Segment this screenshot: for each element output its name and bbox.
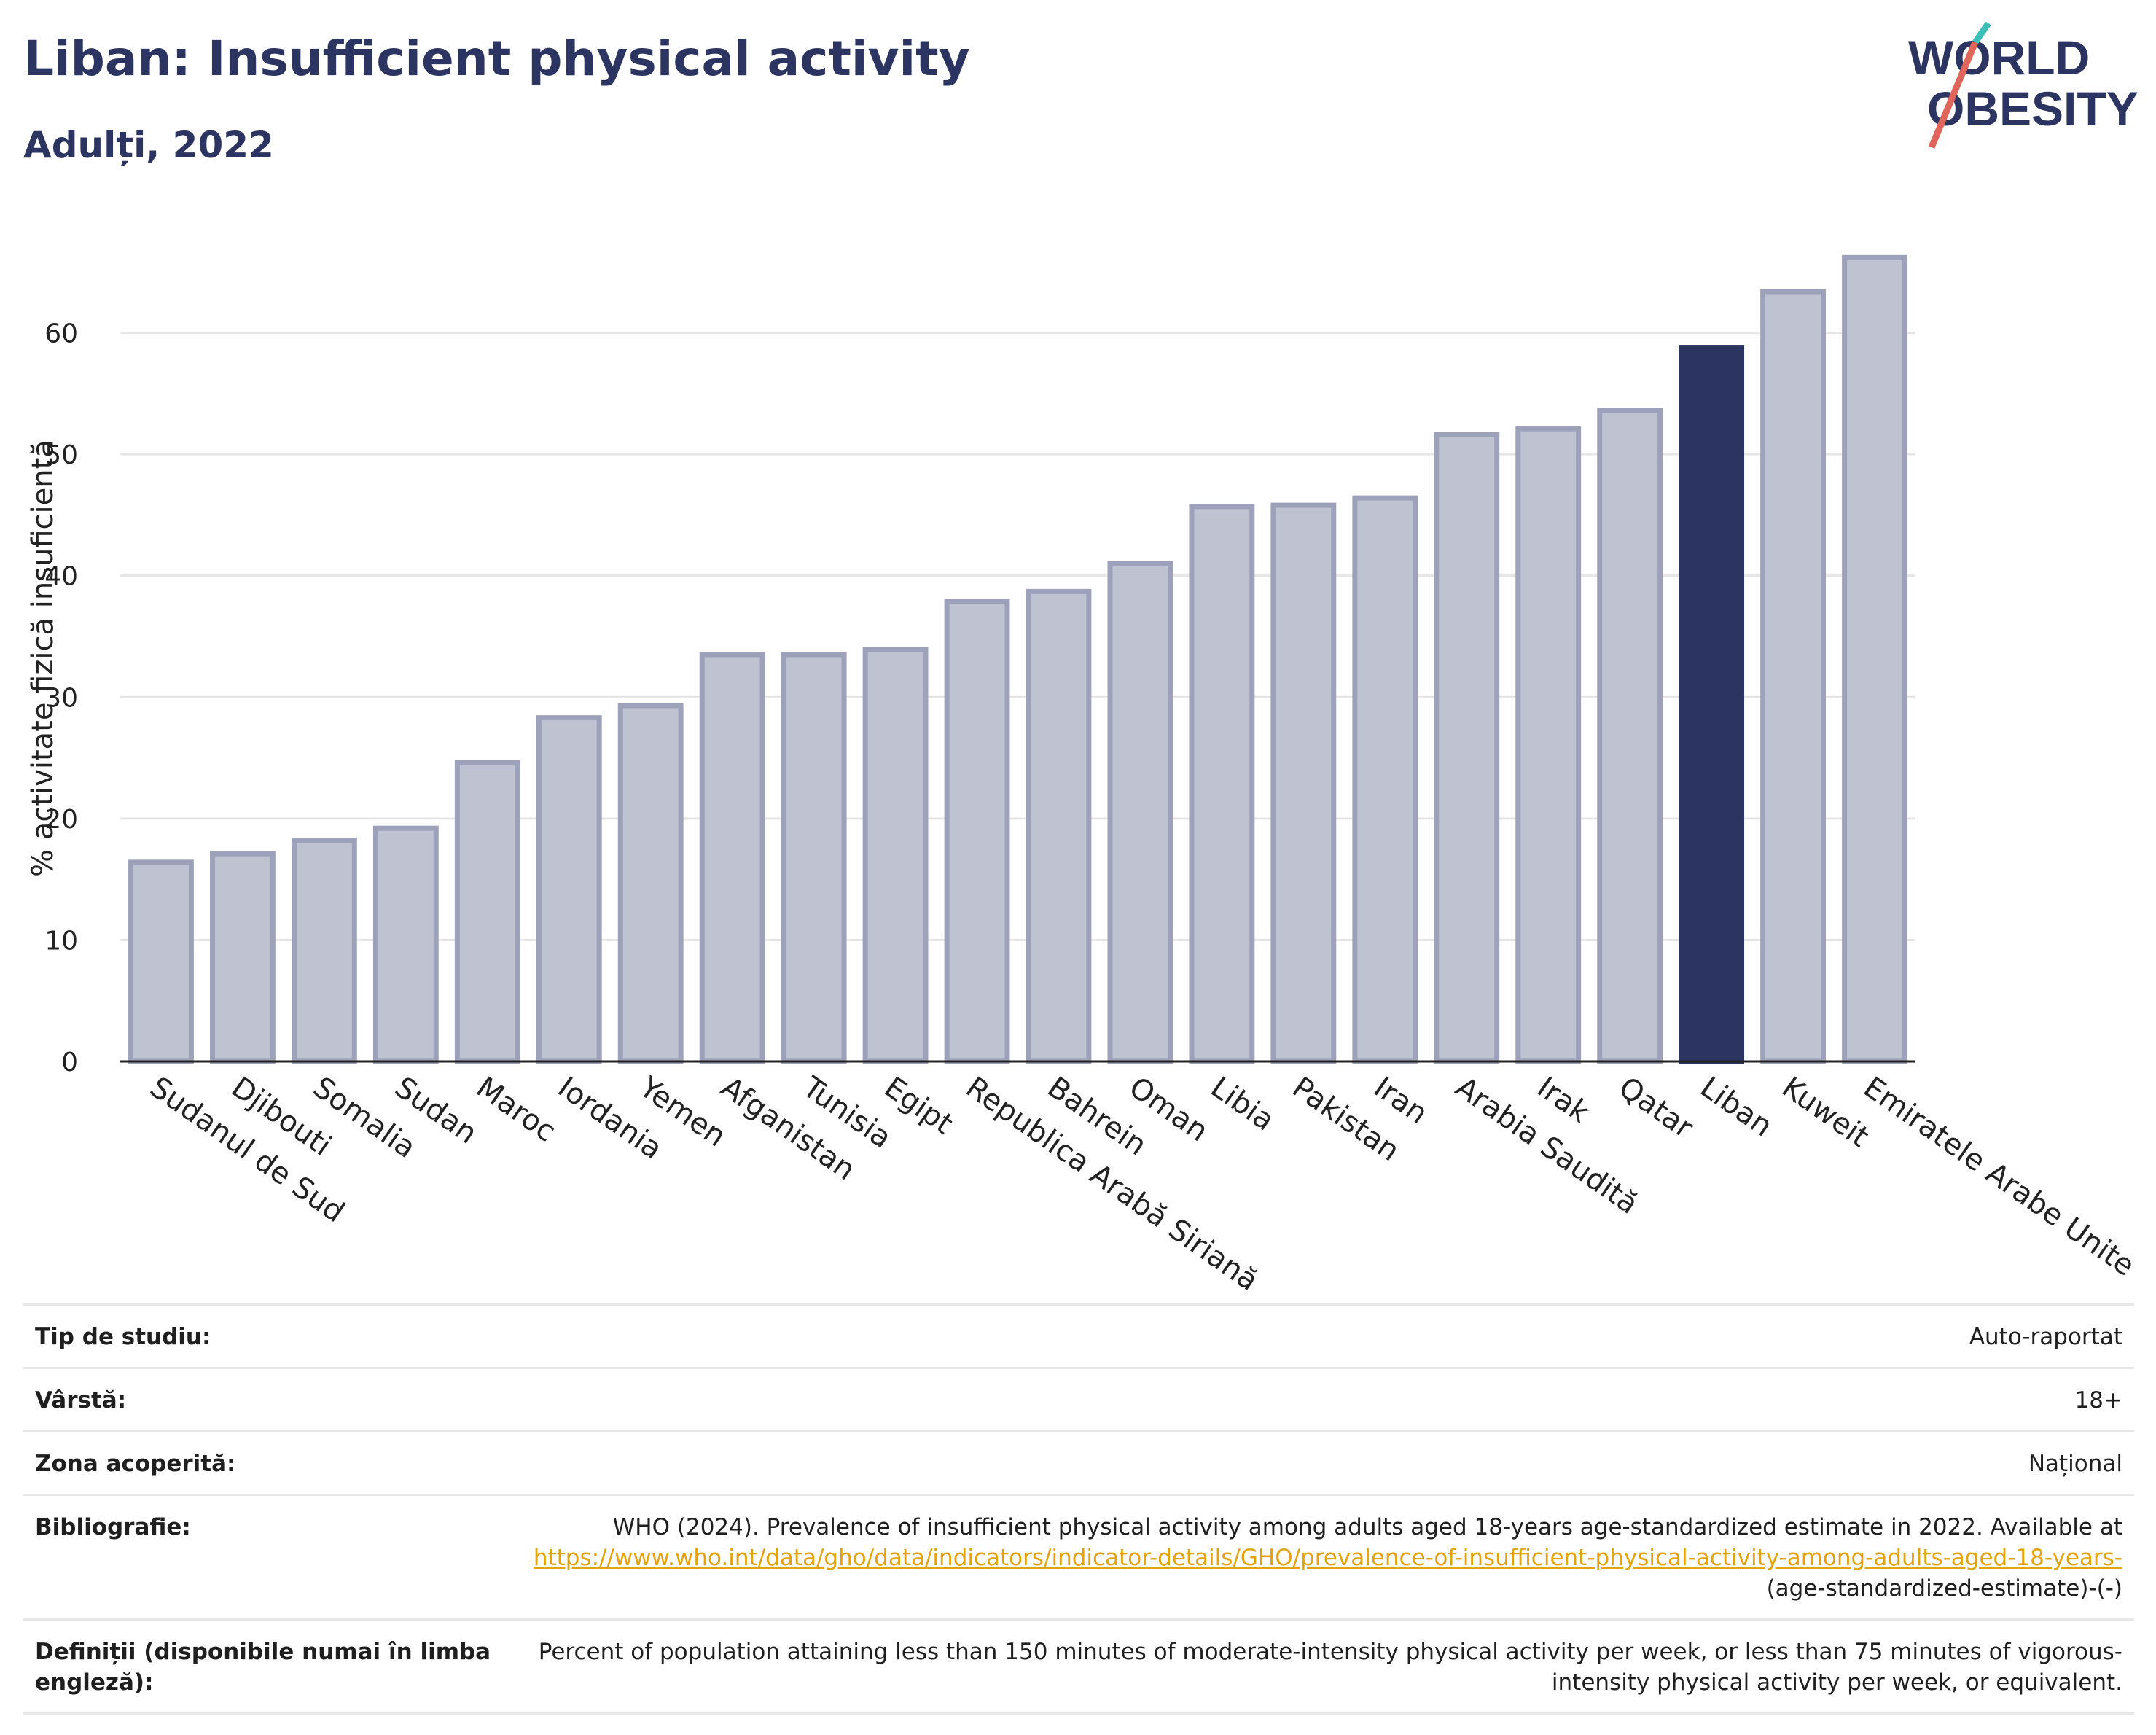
info-label: Vârstă: [35, 1387, 127, 1414]
info-value: Auto-raportat [1969, 1324, 2122, 1350]
bar [1026, 588, 1092, 1064]
x-tick-label: Libia [1205, 1071, 1281, 1138]
logo-slash-teal [1972, 22, 1991, 44]
info-row-study-type: Tip de studiu: Auto-raportat [23, 1303, 2134, 1367]
info-row-age: Vârstă: 18+ [23, 1367, 2134, 1430]
bar [1515, 426, 1582, 1064]
y-tick-label: 50 [44, 440, 78, 470]
bar [1760, 289, 1826, 1064]
bar [210, 851, 276, 1064]
bar-chart: 0 10 20 30 40 50 60 % activitate fizică insufic… [26, 254, 2141, 1298]
bar [699, 652, 765, 1064]
bar [128, 859, 194, 1064]
bar [372, 825, 439, 1064]
x-tick-label: Kuweit [1776, 1071, 1875, 1154]
y-tick-label: 30 [44, 683, 78, 713]
info-table: Tip de studiu: Auto-raportat Vârstă: 18+… [23, 1303, 2134, 1715]
logo-slash-red [1928, 41, 1979, 149]
x-tick-label: Maroc [470, 1071, 562, 1149]
bibliography-link[interactable]: https://www.who.int/data/gho/data/indica… [533, 1545, 2122, 1571]
chart-subtitle: Adulți, 2022 [23, 124, 274, 166]
info-row-definitions: Definiții (disponibile numai în limba en… [23, 1618, 2134, 1715]
info-row-coverage: Zona acoperită: Național [23, 1430, 2134, 1494]
bibliography-text: WHO (2024). Prevalence of insufficient p… [612, 1514, 2122, 1540]
bar [1270, 502, 1337, 1064]
bar [944, 599, 1010, 1064]
info-row-bibliography: Bibliografie: WHO (2024). Prevalence of … [23, 1494, 2134, 1618]
info-value: Național [2028, 1451, 2122, 1477]
y-tick-label: 10 [44, 926, 78, 956]
bar [1352, 495, 1418, 1064]
logo-line2: OBESITY [1927, 82, 2139, 136]
bar [1842, 254, 1907, 1064]
info-label: Tip de studiu: [35, 1324, 211, 1350]
bar [291, 838, 357, 1064]
info-label: Zona acoperită: [35, 1451, 236, 1477]
logo-line1: WORLD [1908, 31, 2090, 85]
bar [1679, 345, 1745, 1064]
y-tick-label: 20 [44, 805, 78, 835]
bar [1189, 504, 1255, 1064]
bar [781, 652, 847, 1064]
world-obesity-logo: WORLD OBESITY [1908, 22, 2139, 149]
x-tick-label: Qatar [1612, 1071, 1699, 1146]
bar [862, 647, 929, 1064]
info-value: 18+ [2074, 1387, 2122, 1414]
bar [617, 703, 684, 1064]
bar [1434, 432, 1500, 1064]
y-tick-label: 60 [44, 319, 78, 349]
y-tick-label: 0 [61, 1048, 78, 1077]
bibliography-value: WHO (2024). Prevalence of insufficient p… [519, 1512, 2122, 1604]
bar [536, 715, 602, 1064]
y-tick-label: 40 [44, 562, 78, 592]
bar [1107, 561, 1173, 1064]
x-tick-label: Emiratele Arabe Unite [1857, 1071, 2141, 1283]
chart-title: Liban: Insufficient physical activity [23, 31, 970, 87]
info-label: Definiții (disponibile numai în limba en… [35, 1639, 491, 1696]
bibliography-suffix: (age-standardized-estimate)-(-) [1766, 1575, 2122, 1602]
bar [1597, 408, 1663, 1064]
info-label: Bibliografie: [35, 1514, 191, 1540]
x-tick-label: Liban [1694, 1071, 1778, 1144]
y-axis-label: % activitate fizică insuficientă [26, 440, 60, 877]
info-value: Percent of population attaining less tha… [538, 1639, 2122, 1696]
bar [454, 760, 520, 1064]
